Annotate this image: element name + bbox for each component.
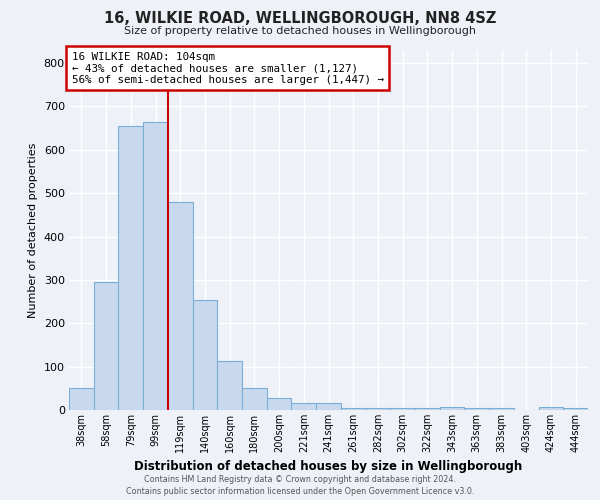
X-axis label: Distribution of detached houses by size in Wellingborough: Distribution of detached houses by size … — [134, 460, 523, 473]
Bar — [440, 406, 464, 410]
Bar — [168, 202, 193, 410]
Bar — [267, 398, 292, 410]
Text: 16, WILKIE ROAD, WELLINGBOROUGH, NN8 4SZ: 16, WILKIE ROAD, WELLINGBOROUGH, NN8 4SZ — [104, 11, 496, 26]
Bar — [217, 361, 242, 410]
Bar — [94, 282, 118, 410]
Text: 16 WILKIE ROAD: 104sqm
← 43% of detached houses are smaller (1,127)
56% of semi-: 16 WILKIE ROAD: 104sqm ← 43% of detached… — [71, 52, 383, 85]
Bar — [316, 404, 341, 410]
Bar — [365, 408, 390, 410]
Bar — [193, 300, 217, 410]
Bar — [539, 406, 563, 410]
Bar — [563, 408, 588, 410]
Bar — [464, 408, 489, 410]
Bar — [415, 408, 440, 410]
Bar — [118, 126, 143, 410]
Bar — [292, 404, 316, 410]
Text: Size of property relative to detached houses in Wellingborough: Size of property relative to detached ho… — [124, 26, 476, 36]
Bar — [341, 408, 365, 410]
Y-axis label: Number of detached properties: Number of detached properties — [28, 142, 38, 318]
Bar — [390, 408, 415, 410]
Bar — [69, 388, 94, 410]
Bar — [143, 122, 168, 410]
Text: Contains HM Land Registry data © Crown copyright and database right 2024.
Contai: Contains HM Land Registry data © Crown c… — [126, 474, 474, 496]
Bar — [242, 388, 267, 410]
Bar — [489, 408, 514, 410]
